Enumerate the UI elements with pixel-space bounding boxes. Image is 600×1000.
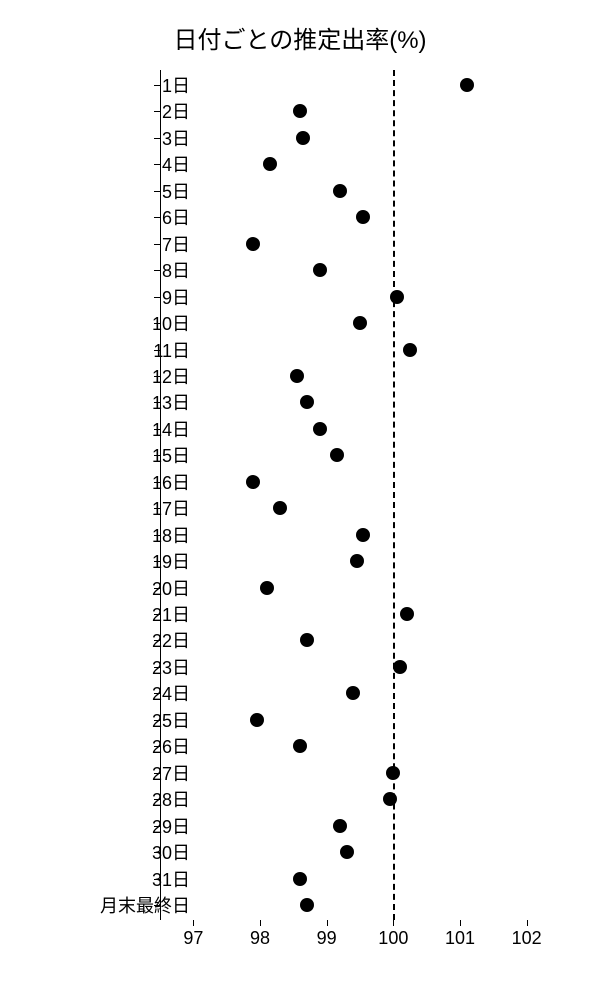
- data-point: [300, 395, 314, 409]
- data-point: [400, 607, 414, 621]
- x-axis-label: 98: [250, 928, 270, 949]
- y-axis-label: 16日: [152, 469, 190, 495]
- y-axis-label: 18日: [152, 522, 190, 548]
- x-axis-label: 100: [378, 928, 408, 949]
- y-axis-label: 21日: [152, 601, 190, 627]
- plot-area: [160, 70, 560, 920]
- y-axis-label: 14日: [152, 416, 190, 442]
- y-axis-label: 29日: [152, 813, 190, 839]
- data-point: [293, 104, 307, 118]
- y-axis-label: 1日: [162, 72, 190, 98]
- data-point: [300, 898, 314, 912]
- data-point: [246, 237, 260, 251]
- y-axis-label: 28日: [152, 786, 190, 812]
- data-point: [250, 713, 264, 727]
- y-tick: [154, 191, 160, 192]
- y-axis-label: 17日: [152, 495, 190, 521]
- data-point: [383, 792, 397, 806]
- data-point: [293, 739, 307, 753]
- y-tick: [154, 164, 160, 165]
- y-tick: [154, 270, 160, 271]
- chart-container: 日付ごとの推定出率(%) 1日2日3日4日5日6日7日8日9日10日11日12日…: [0, 0, 600, 1000]
- data-point: [356, 528, 370, 542]
- y-axis-label: 11日: [153, 337, 190, 363]
- data-point: [356, 210, 370, 224]
- y-axis-label: 27日: [152, 760, 190, 786]
- y-axis-label: 23日: [152, 654, 190, 680]
- x-axis-label: 97: [183, 928, 203, 949]
- data-point: [333, 819, 347, 833]
- x-tick: [327, 920, 328, 926]
- data-point: [313, 263, 327, 277]
- y-axis-label: 4日: [162, 151, 190, 177]
- y-axis-label: 31日: [152, 866, 190, 892]
- x-tick: [393, 920, 394, 926]
- y-axis-label: 22日: [152, 627, 190, 653]
- y-tick: [154, 297, 160, 298]
- y-axis-label: 26日: [152, 733, 190, 759]
- y-tick: [154, 111, 160, 112]
- data-point: [313, 422, 327, 436]
- y-axis-label: 19日: [152, 548, 190, 574]
- data-point: [353, 316, 367, 330]
- y-axis-label: 10日: [152, 310, 190, 336]
- x-tick: [260, 920, 261, 926]
- data-point: [260, 581, 274, 595]
- data-point: [333, 184, 347, 198]
- chart-title: 日付ごとの推定出率(%): [0, 20, 600, 55]
- x-axis-label: 99: [317, 928, 337, 949]
- x-axis-label: 102: [512, 928, 542, 949]
- y-tick: [154, 244, 160, 245]
- data-point: [460, 78, 474, 92]
- y-axis-label: 30日: [152, 839, 190, 865]
- data-point: [340, 845, 354, 859]
- data-point: [293, 872, 307, 886]
- x-tick: [193, 920, 194, 926]
- y-axis-label: 7日: [162, 231, 190, 257]
- y-axis-label: 月末最終日: [100, 892, 190, 918]
- data-point: [350, 554, 364, 568]
- y-tick: [154, 217, 160, 218]
- x-axis-label: 101: [445, 928, 475, 949]
- y-axis-label: 3日: [162, 125, 190, 151]
- data-point: [273, 501, 287, 515]
- y-axis-label: 15日: [152, 442, 190, 468]
- data-point: [390, 290, 404, 304]
- data-point: [246, 475, 260, 489]
- y-axis-label: 13日: [152, 389, 190, 415]
- y-tick: [154, 138, 160, 139]
- data-point: [386, 766, 400, 780]
- y-axis-label: 5日: [162, 178, 190, 204]
- x-tick: [527, 920, 528, 926]
- y-axis-label: 25日: [152, 707, 190, 733]
- data-point: [330, 448, 344, 462]
- data-point: [346, 686, 360, 700]
- y-axis-label: 6日: [162, 204, 190, 230]
- y-axis-label: 2日: [162, 98, 190, 124]
- y-axis-label: 20日: [152, 575, 190, 601]
- x-tick: [460, 920, 461, 926]
- data-point: [393, 660, 407, 674]
- data-point: [290, 369, 304, 383]
- y-tick: [154, 85, 160, 86]
- y-axis-label: 12日: [152, 363, 190, 389]
- data-point: [263, 157, 277, 171]
- y-axis-label: 24日: [152, 680, 190, 706]
- y-axis-label: 8日: [162, 257, 190, 283]
- y-axis-label: 9日: [162, 284, 190, 310]
- data-point: [300, 633, 314, 647]
- data-point: [403, 343, 417, 357]
- data-point: [296, 131, 310, 145]
